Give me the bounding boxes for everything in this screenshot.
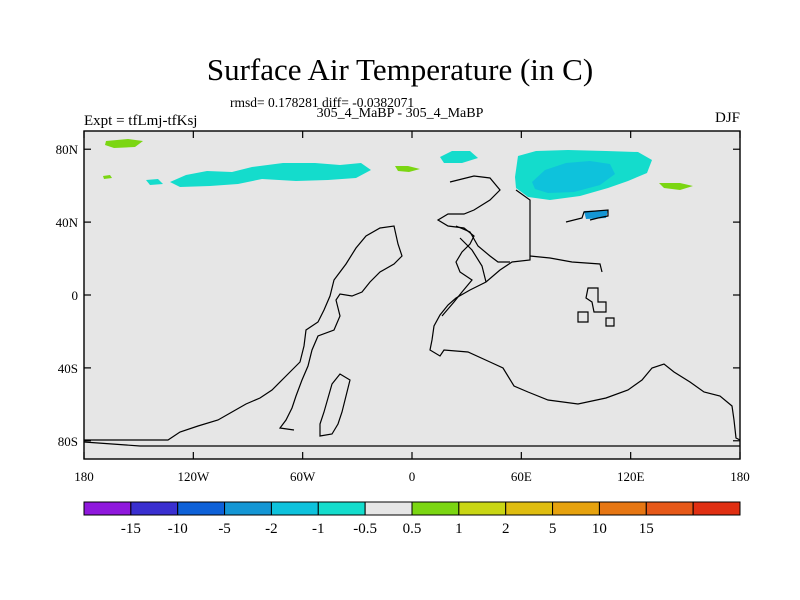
y-tick-label: 0 xyxy=(72,288,79,303)
anomaly-patch-green xyxy=(659,183,693,190)
y-tick-label: 80N xyxy=(56,142,79,157)
y-tick-label: 40S xyxy=(58,361,78,376)
colorbar-swatch xyxy=(645,501,694,516)
colorbar-label: -5 xyxy=(218,521,231,537)
colorbar-label: -15 xyxy=(121,521,141,537)
colorbar-label: -0.5 xyxy=(353,521,377,537)
colorbar-swatch xyxy=(224,501,272,516)
season-label: DJF xyxy=(714,110,740,126)
colorbar-label: -1 xyxy=(312,521,325,537)
coastline-africa-west xyxy=(436,175,501,317)
y-tick-label: 80S xyxy=(58,434,78,449)
coastline-island xyxy=(585,287,607,313)
anomaly-patch-cyan xyxy=(146,179,163,185)
coastline-americas xyxy=(84,225,403,441)
anomaly-fill-layer xyxy=(103,139,693,219)
anomaly-patch-green xyxy=(103,175,112,179)
x-axis: 180 120W 60W 0 60E 120E 180 xyxy=(74,131,750,484)
colorbar-swatch xyxy=(83,501,132,516)
y-axis: 80N 40N 0 40S 80S xyxy=(56,142,740,449)
colorbar-swatch xyxy=(411,501,460,516)
colorbar-swatch xyxy=(177,501,226,516)
coastline-island xyxy=(577,311,589,323)
x-tick-label: 120E xyxy=(617,469,645,484)
x-tick-label: 180 xyxy=(730,469,750,484)
colorbar-swatch xyxy=(364,501,413,516)
coastline-antarctica xyxy=(83,441,740,447)
coastline-interior xyxy=(459,237,487,283)
colorbar-swatch xyxy=(692,501,741,516)
coastline-eurasia-africa xyxy=(429,189,741,441)
plot-subtitle: 305_4_MaBP - 305_4_MaBP xyxy=(316,106,484,121)
colorbar-swatch xyxy=(130,501,179,516)
colorbar-label: 10 xyxy=(592,521,607,537)
coastline-layer xyxy=(83,175,741,447)
anomaly-patch-cyan-deep xyxy=(532,161,615,193)
coastline-americas-inner xyxy=(319,373,351,437)
coastline-island xyxy=(605,317,615,327)
colorbar-label: 2 xyxy=(502,521,510,537)
colorbar-label: 1 xyxy=(455,521,463,537)
x-tick-label: 0 xyxy=(409,469,416,484)
colorbar-swatch xyxy=(317,501,366,516)
y-tick-label: 40N xyxy=(56,215,79,230)
experiment-label: Expt = tfLmj-tfKsj xyxy=(84,113,198,129)
colorbar-swatch xyxy=(458,501,507,516)
anomaly-patch-green xyxy=(395,166,420,172)
anomaly-patch-cyan xyxy=(440,151,478,163)
plot-title: Surface Air Temperature (in C) xyxy=(206,52,594,87)
colorbar: -15 -10 -5 -2 -1 -0.5 0.5 1 2 5 10 15 xyxy=(83,501,741,537)
coastline-asia-south xyxy=(529,255,603,273)
colorbar-swatch xyxy=(552,501,600,516)
colorbar-swatch xyxy=(270,501,319,516)
coastline-japan xyxy=(565,209,609,223)
anomaly-patch-cyan xyxy=(170,163,371,187)
colorbar-swatch xyxy=(505,501,554,516)
colorbar-label: 5 xyxy=(549,521,557,537)
colorbar-label: 15 xyxy=(639,521,654,537)
anomaly-patch-green xyxy=(105,139,143,148)
colorbar-label: 0.5 xyxy=(403,521,422,537)
colorbar-label: -2 xyxy=(265,521,278,537)
x-tick-label: 120W xyxy=(177,469,210,484)
x-tick-label: 60E xyxy=(511,469,532,484)
x-tick-label: 60W xyxy=(290,469,316,484)
coastline-interior xyxy=(455,225,510,263)
x-tick-label: 180 xyxy=(74,469,94,484)
stats-line: rmsd= 0.178281 diff= -0.0382071 xyxy=(230,95,415,110)
colorbar-label: -10 xyxy=(168,521,188,537)
colorbar-swatch xyxy=(598,501,647,516)
